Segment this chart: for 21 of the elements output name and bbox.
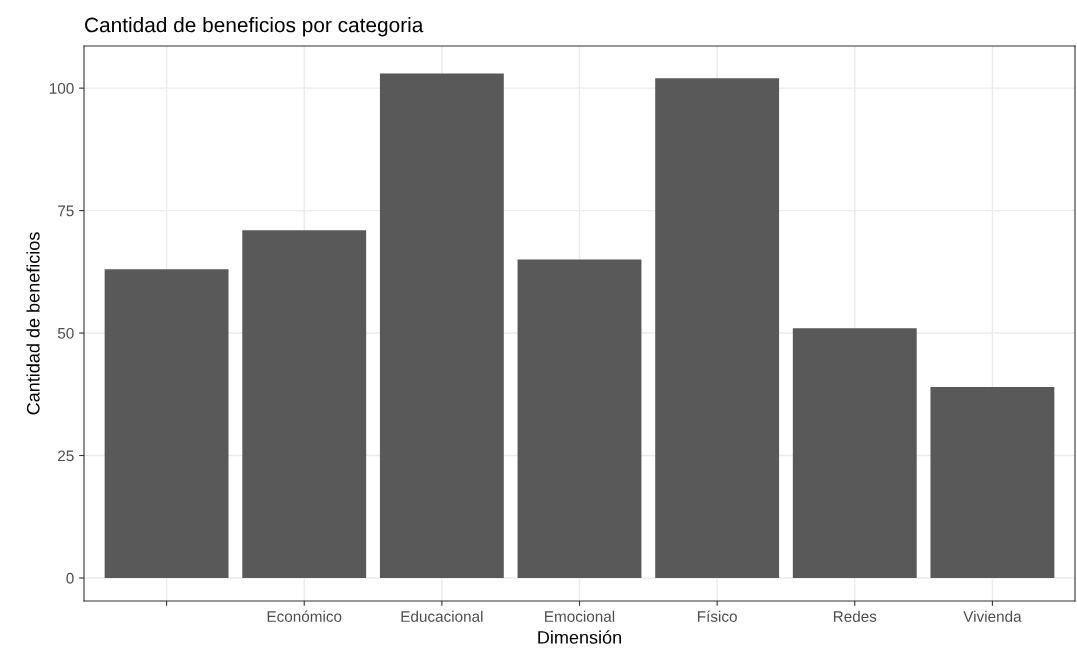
x-axis-title: Dimensión [538, 630, 621, 644]
x-tick-label: Redes [833, 610, 877, 622]
bar [379, 73, 504, 578]
x-tick-label: Emocional [545, 610, 615, 622]
y-axis-title: Cantidad de beneficios [26, 232, 40, 415]
bar [104, 269, 229, 578]
bar [930, 386, 1055, 578]
y-tick-label: 0 [66, 572, 74, 584]
y-tick-label: 100 [49, 82, 74, 94]
chart-title: Cantidad de beneficios por categoria [85, 17, 424, 37]
x-tick-label: Económico [267, 610, 342, 622]
x-tick-label: Físico [698, 610, 737, 622]
bar [242, 230, 367, 578]
bar [792, 328, 917, 578]
bar [517, 259, 642, 578]
x-tick-label: Vivienda [963, 610, 1022, 622]
y-tick-label: 50 [57, 327, 74, 339]
bar [655, 78, 780, 578]
x-tick-label: Educacional [401, 610, 483, 622]
y-tick-label: 25 [58, 450, 74, 462]
y-tick-label: 75 [58, 205, 74, 217]
